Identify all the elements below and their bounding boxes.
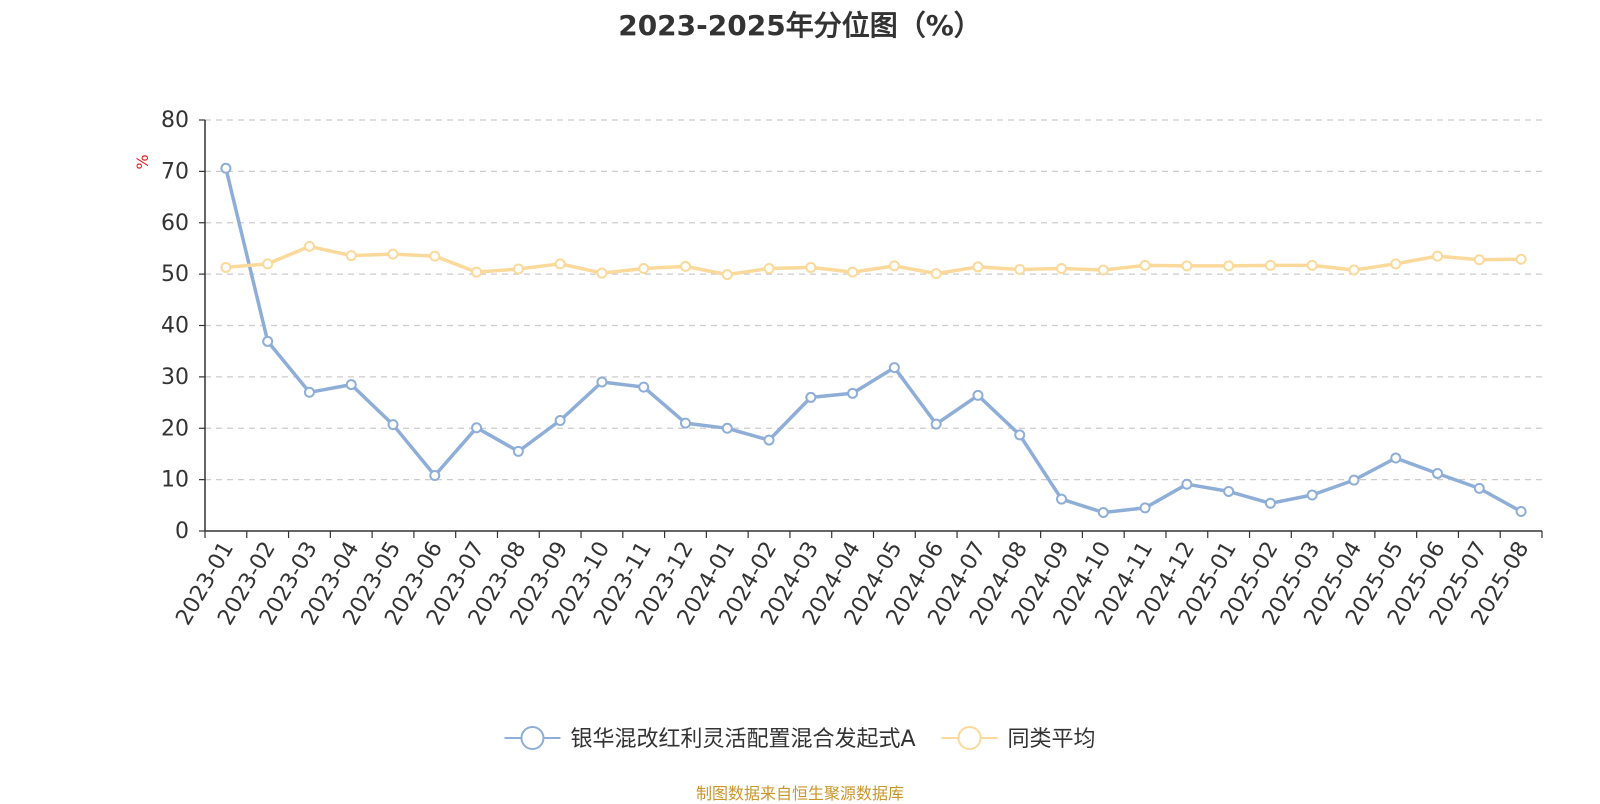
data-point	[429, 250, 441, 262]
data-point	[345, 379, 357, 391]
data-point	[1056, 493, 1068, 505]
data-point	[721, 269, 733, 281]
data-point	[1264, 259, 1276, 271]
data-point	[262, 335, 274, 347]
data-point	[1223, 485, 1235, 497]
data-point	[888, 362, 900, 374]
data-point	[1097, 264, 1109, 276]
data-point	[554, 415, 566, 427]
data-point	[930, 418, 942, 430]
y-tick-label: 70	[161, 159, 189, 184]
data-point	[1014, 429, 1026, 441]
series-line-2	[225, 244, 1522, 277]
data-point	[1306, 489, 1318, 501]
data-point	[847, 387, 859, 399]
legend-item-1[interactable]: 银华混改红利灵活配置混合发起式A	[504, 726, 916, 752]
legend[interactable]: 银华混改红利灵活配置混合发起式A 同类平均	[504, 726, 1096, 752]
data-point	[763, 434, 775, 446]
y-tick-label: 80	[161, 108, 189, 133]
data-point	[1348, 264, 1360, 276]
data-point	[220, 261, 232, 273]
axes: 01020304050607080%2023-012023-022023-032…	[133, 108, 1543, 630]
series-lines	[220, 162, 1527, 519]
data-point	[763, 262, 775, 274]
data-point	[1432, 467, 1444, 479]
data-point	[1432, 250, 1444, 262]
data-point	[596, 267, 608, 279]
y-tick-label: 10	[161, 468, 189, 493]
data-point	[345, 250, 357, 262]
legend-item-2[interactable]: 同类平均	[941, 726, 1096, 752]
data-point	[512, 445, 524, 457]
data-point	[1014, 264, 1026, 276]
legend-marker-icon	[957, 726, 982, 750]
data-point	[303, 386, 315, 398]
data-point	[638, 381, 650, 393]
data-point	[721, 422, 733, 434]
data-point	[1515, 253, 1527, 265]
data-point	[888, 260, 900, 272]
data-point	[1264, 497, 1276, 509]
y-tick-label: 60	[161, 211, 189, 236]
data-point	[471, 266, 483, 278]
data-point	[303, 240, 315, 252]
source-note: 制图数据来自恒生聚源数据库	[695, 784, 904, 803]
data-point	[1056, 262, 1068, 274]
data-point	[1473, 482, 1485, 494]
data-point	[638, 262, 650, 274]
data-point	[1390, 258, 1402, 270]
data-point	[679, 260, 691, 272]
legend-marker-icon	[520, 726, 545, 750]
data-point	[1097, 507, 1109, 519]
data-point	[972, 389, 984, 401]
data-point	[972, 261, 984, 273]
legend-label: 同类平均	[1008, 727, 1096, 752]
y-tick-label: 20	[161, 416, 189, 441]
y-tick-label: 50	[161, 262, 189, 287]
y-tick-label: 30	[161, 365, 189, 390]
y-axis-label: %	[133, 154, 152, 169]
grid-lines	[205, 119, 1542, 481]
data-point	[554, 258, 566, 270]
data-point	[471, 422, 483, 434]
series-line-1	[224, 167, 1522, 515]
data-point	[262, 258, 274, 270]
y-tick-label: 40	[161, 314, 189, 339]
data-point	[679, 417, 691, 429]
data-point	[1139, 502, 1151, 514]
data-point	[1348, 474, 1360, 486]
legend-label: 银华混改红利灵活配置混合发起式A	[570, 727, 915, 752]
data-point	[512, 263, 524, 275]
data-point	[220, 162, 232, 174]
data-point	[805, 391, 817, 403]
data-point	[1306, 259, 1318, 271]
data-point	[1181, 260, 1193, 272]
data-point	[1181, 478, 1193, 490]
data-point	[429, 470, 441, 482]
data-point	[847, 266, 859, 278]
data-point	[1515, 505, 1527, 517]
y-tick-label: 0	[175, 519, 189, 544]
data-point	[930, 268, 942, 280]
data-point	[1223, 260, 1235, 272]
data-point	[1139, 259, 1151, 271]
data-point	[805, 261, 817, 273]
data-point	[387, 419, 399, 431]
data-point	[1473, 254, 1485, 266]
chart-title: 2023-2025年分位图（%）	[618, 9, 982, 42]
data-point	[387, 248, 399, 260]
data-point	[1390, 452, 1402, 464]
data-point	[596, 376, 608, 388]
